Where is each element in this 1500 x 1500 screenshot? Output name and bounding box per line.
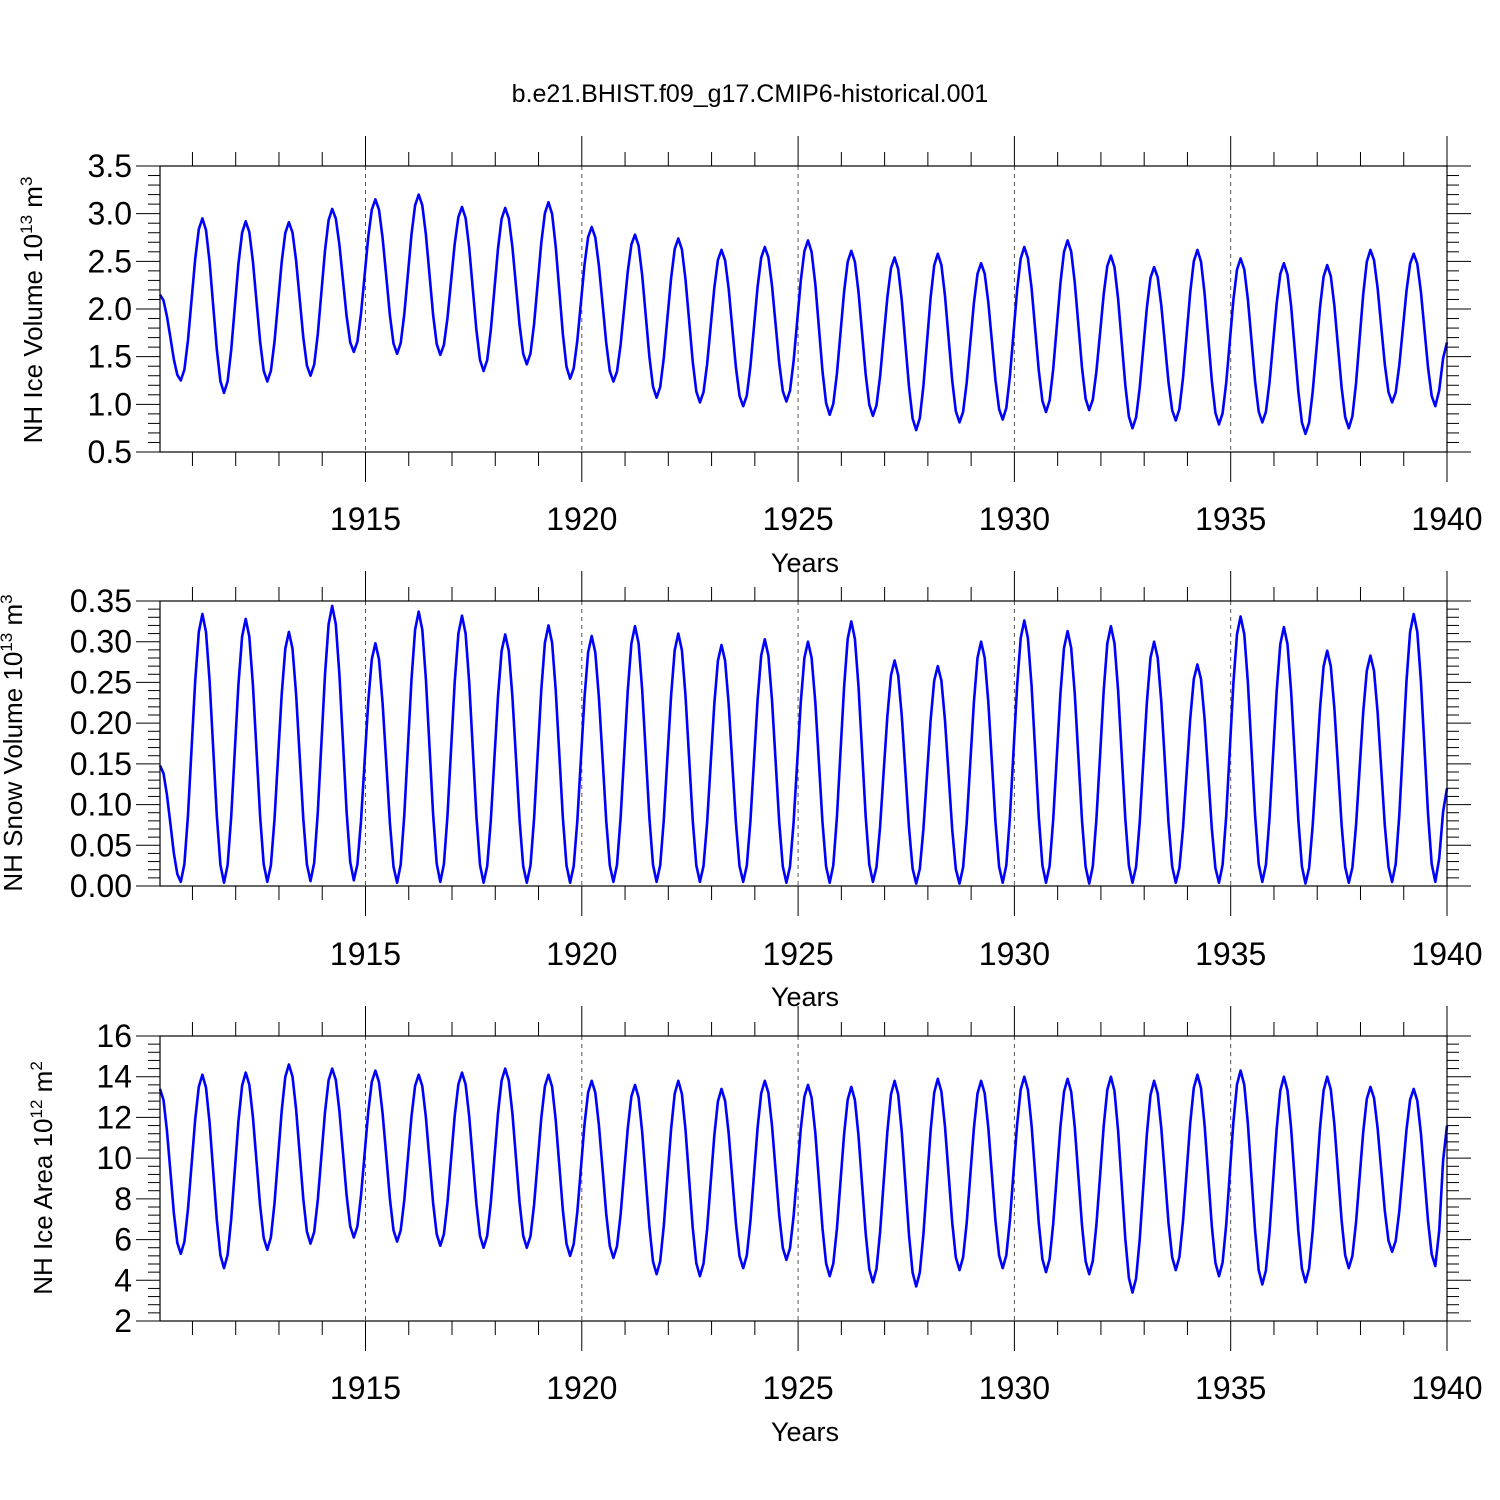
ice-area-panel: NH Ice Area 1012 m2 Years 1915 1920 1925 19… xyxy=(27,1006,1483,1447)
y-tick-label: 8 xyxy=(114,1181,132,1217)
x-tick-label: 1935 xyxy=(1195,936,1266,972)
y-tick-label: 2.5 xyxy=(88,243,132,279)
x-tick-label: 1935 xyxy=(1195,501,1266,537)
ice-area-y-axis-label: NH Ice Area 1012 m2 xyxy=(27,1061,58,1295)
y-tick-label: 14 xyxy=(96,1059,132,1095)
y-tick-label: 12 xyxy=(96,1099,132,1135)
x-tick-label: 1930 xyxy=(979,501,1050,537)
y-tick-label: 2 xyxy=(114,1303,132,1339)
plot-frame xyxy=(159,165,1448,453)
x-tick-label: 1915 xyxy=(330,936,401,972)
ice-area-x-axis-label: Years xyxy=(771,1417,839,1447)
figure-title: b.e21.BHIST.f09_g17.CMIP6-historical.001 xyxy=(512,80,989,108)
y-tick-label: 1.0 xyxy=(88,386,132,422)
y-tick-label: 2.0 xyxy=(88,291,132,327)
y-tick-label: 0.30 xyxy=(70,624,132,660)
y-tick-label: 0.10 xyxy=(70,787,132,823)
x-tick-label: 1940 xyxy=(1411,1370,1482,1406)
series-line xyxy=(158,604,1449,885)
y-tick-label: 0.05 xyxy=(70,827,132,863)
x-tick-label: 1925 xyxy=(762,936,833,972)
y-tick-label: 0.00 xyxy=(70,868,132,904)
x-tick-label: 1920 xyxy=(546,1370,617,1406)
ice-volume-panel: NH Ice Volume 1013 m3 Years 1915 1920 1925… xyxy=(17,136,1483,578)
y-tick-label: 1.5 xyxy=(88,339,132,375)
y-tick-label: 3.5 xyxy=(88,148,132,184)
x-tick-label: 1930 xyxy=(979,936,1050,972)
y-tick-label: 0.15 xyxy=(70,746,132,782)
x-tick-label: 1935 xyxy=(1195,1370,1266,1406)
ice-volume-x-axis-label: Years xyxy=(771,548,839,578)
x-tick-label: 1915 xyxy=(330,501,401,537)
x-tick-label: 1930 xyxy=(979,1370,1050,1406)
x-tick-label: 1940 xyxy=(1411,501,1482,537)
series-line xyxy=(158,193,1449,436)
y-tick-label: 0.25 xyxy=(70,664,132,700)
x-tick-label: 1920 xyxy=(546,501,617,537)
ice-volume-y-axis-label: NH Ice Volume 1013 m3 xyxy=(17,177,48,444)
y-tick-label: 6 xyxy=(114,1222,132,1258)
snow-volume-x-axis-label: Years xyxy=(771,982,839,1012)
y-tick-label: 0.35 xyxy=(70,583,132,619)
y-tick-label: 3.0 xyxy=(88,196,132,232)
y-tick-label: 0.20 xyxy=(70,705,132,741)
plot-frame xyxy=(159,600,1448,887)
x-tick-label: 1925 xyxy=(762,1370,833,1406)
x-tick-label: 1940 xyxy=(1411,936,1482,972)
series-line xyxy=(158,1063,1449,1294)
x-tick-label: 1915 xyxy=(330,1370,401,1406)
y-tick-label: 0.5 xyxy=(88,434,132,470)
snow-volume-panel: NH Snow Volume 1013 m3 Years 1915 1920 192… xyxy=(0,571,1483,1012)
y-tick-label: 16 xyxy=(96,1018,132,1054)
plot-frame xyxy=(159,1035,1448,1322)
x-tick-label: 1920 xyxy=(546,936,617,972)
snow-volume-y-axis-label: NH Snow Volume 1013 m3 xyxy=(0,594,28,891)
y-tick-label: 10 xyxy=(96,1140,132,1176)
x-tick-label: 1925 xyxy=(762,501,833,537)
y-tick-label: 4 xyxy=(114,1262,132,1298)
